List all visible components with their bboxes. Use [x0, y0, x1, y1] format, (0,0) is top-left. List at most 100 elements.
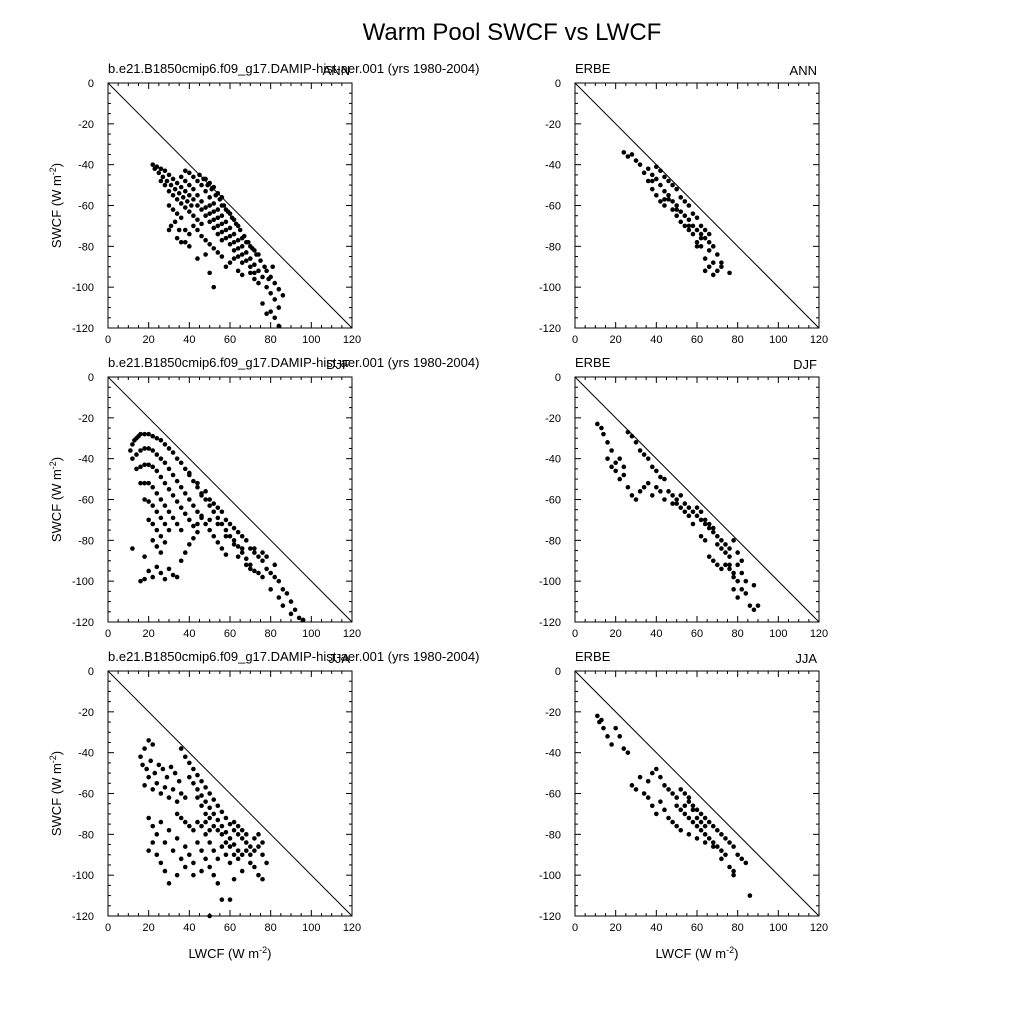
tick-marks [107, 82, 353, 329]
data-point [649, 493, 655, 498]
data-point [694, 807, 700, 813]
x-tick-label: 60 [224, 628, 236, 640]
data-point [219, 229, 225, 235]
data-point [199, 182, 204, 188]
data-point [223, 227, 229, 233]
data-point [633, 158, 639, 163]
data-point [252, 568, 257, 574]
data-point [195, 178, 200, 184]
data-point [150, 840, 156, 845]
data-point [191, 766, 196, 772]
data-point [686, 799, 692, 804]
data-point [702, 268, 708, 274]
data-point [187, 517, 192, 523]
panels: 0 20 40 60 80 100 120 0 -20 -40 -60 -80 -100 -120 b.e2… [48, 61, 828, 961]
data-point [268, 309, 273, 314]
data-point [723, 852, 728, 858]
data-point [243, 840, 249, 845]
data-point [280, 603, 286, 608]
data-point [138, 464, 143, 470]
data-point [243, 239, 249, 245]
data-point [174, 811, 180, 817]
data-point [166, 827, 172, 833]
data-point [645, 480, 651, 486]
data-point [160, 174, 166, 180]
x-axis-label: LWCF (W m-2) [189, 945, 272, 961]
data-point [678, 209, 684, 214]
data-point [199, 778, 204, 784]
data-point [239, 272, 245, 278]
data-point [187, 244, 192, 249]
data-point [719, 264, 724, 270]
data-point [150, 538, 156, 543]
data-point [698, 517, 704, 523]
data-point [187, 170, 192, 176]
data-point [174, 836, 180, 841]
data-point [617, 734, 623, 739]
data-point [248, 256, 253, 261]
data-point [706, 521, 712, 527]
data-point [138, 754, 143, 760]
data-point [231, 842, 237, 847]
y-tick-label: -120 [539, 323, 561, 335]
data-point [662, 174, 667, 180]
data-point [199, 513, 204, 519]
data-point [601, 725, 606, 731]
data-point [674, 803, 679, 809]
data-point [187, 760, 192, 766]
data-point [633, 497, 639, 502]
data-point [264, 860, 269, 866]
data-point [698, 231, 704, 237]
data-point [755, 603, 761, 608]
data-point [162, 182, 168, 188]
data-point [706, 819, 712, 825]
data-point [256, 280, 261, 286]
data-point [178, 484, 184, 490]
x-tick-label: 120 [343, 922, 361, 934]
data-point [243, 258, 249, 263]
data-point [191, 478, 196, 484]
data-point [260, 876, 265, 882]
data-point [182, 795, 188, 800]
scatter-points [150, 162, 286, 329]
data-point [154, 435, 160, 441]
data-point [146, 815, 151, 821]
x-tick-label: 80 [265, 628, 277, 640]
data-point [682, 501, 688, 506]
data-point [182, 819, 188, 825]
y-tick-label: -100 [72, 870, 94, 882]
data-point [219, 546, 225, 551]
data-point [227, 533, 233, 539]
data-point [609, 448, 614, 453]
data-point [166, 509, 172, 515]
x-tick-label: 0 [572, 334, 578, 346]
data-point [207, 827, 212, 833]
y-tick-label: -40 [545, 748, 561, 760]
data-point [629, 433, 635, 439]
data-point [203, 188, 208, 194]
y-tick-label: -80 [545, 829, 561, 841]
data-point [702, 840, 708, 845]
data-point [146, 480, 151, 486]
data-point [158, 474, 164, 480]
x-tick-label: 80 [732, 922, 744, 934]
data-point [152, 166, 158, 172]
data-point [178, 746, 184, 751]
data-point [702, 235, 708, 241]
data-point [727, 554, 732, 559]
data-point [142, 480, 147, 486]
data-point [747, 603, 753, 608]
data-point [182, 205, 188, 210]
x-tick-label: 100 [769, 922, 787, 934]
data-point [170, 493, 176, 498]
data-point [686, 203, 692, 208]
y-tick-label: -120 [72, 911, 94, 923]
data-point [219, 237, 225, 243]
data-point [252, 270, 257, 276]
data-point [706, 836, 712, 841]
x-tick-label: 80 [732, 628, 744, 640]
data-point [199, 868, 204, 874]
data-point [166, 566, 172, 572]
data-point [182, 178, 188, 184]
data-point [227, 521, 233, 527]
